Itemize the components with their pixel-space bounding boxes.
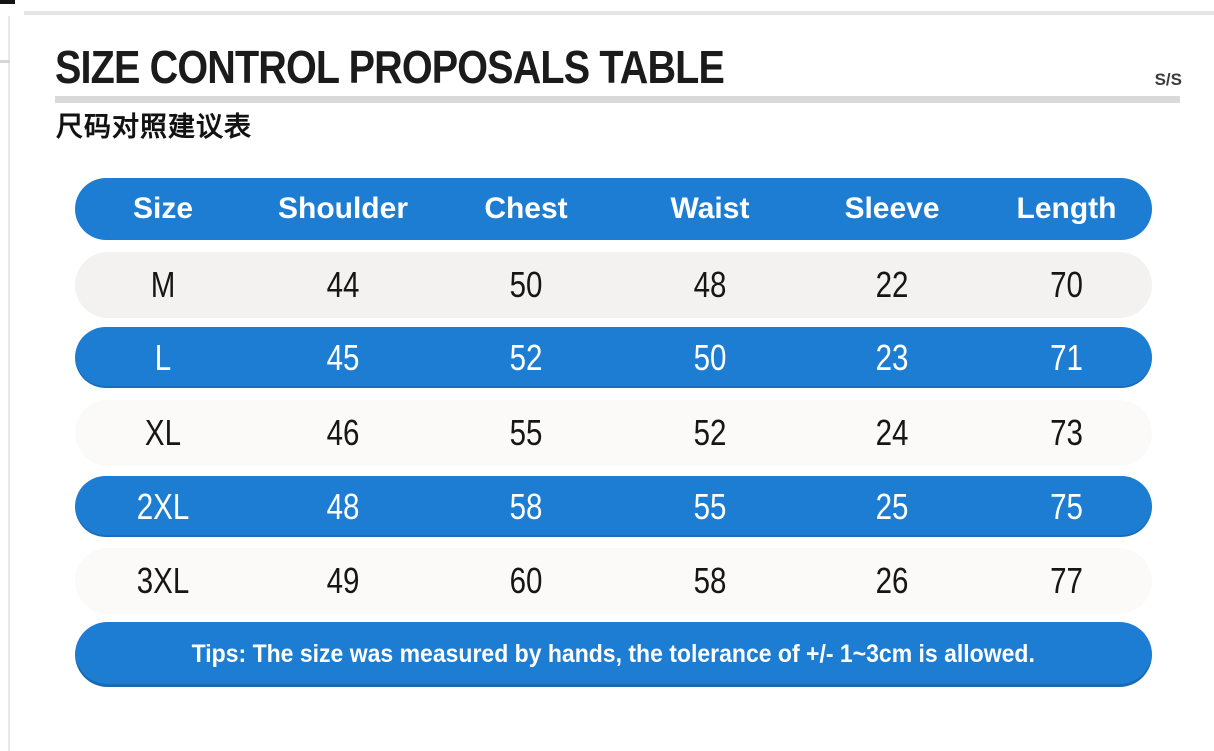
- cell-length: 71: [1050, 336, 1083, 378]
- tips-bar: Tips: The size was measured by hands, th…: [75, 622, 1152, 687]
- table-header-row: Size Shoulder Chest Waist Sleeve Length: [75, 178, 1152, 240]
- table-row-2xl: 2XL 48 58 55 25 75: [75, 476, 1152, 537]
- cell-sleeve: 24: [875, 412, 909, 453]
- crop-artifact-small-dash: [0, 60, 10, 63]
- cell-waist: 55: [693, 485, 727, 527]
- cell-chest: 58: [509, 485, 543, 527]
- table-row-m: M 44 50 48 22 70: [75, 252, 1152, 318]
- cell-shoulder: 49: [326, 560, 360, 601]
- cell-chest: 52: [509, 336, 543, 378]
- cell-chest: 60: [509, 560, 543, 601]
- header-cell-waist: Waist: [670, 192, 750, 225]
- table-row-3xl: 3XL 49 60 58 26 77: [75, 548, 1152, 614]
- cell-waist: 48: [693, 264, 727, 305]
- cell-sleeve: 22: [875, 264, 909, 305]
- tips-text: Tips: The size was measured by hands, th…: [191, 640, 1036, 668]
- header-cell-sleeve: Sleeve: [844, 192, 940, 225]
- header-cell-chest: Chest: [484, 192, 568, 225]
- cell-shoulder: 45: [326, 336, 360, 378]
- table-row-xl: XL 46 55 52 24 73: [75, 400, 1152, 466]
- cell-length: 70: [1050, 264, 1083, 305]
- cell-waist: 52: [693, 412, 727, 453]
- cell-size: M: [150, 264, 176, 305]
- size-table: Size Shoulder Chest Waist Sleeve Length …: [75, 0, 1152, 751]
- cell-sleeve: 23: [875, 336, 909, 378]
- page-title: SIZE CONTROL PROPOSALS TABLE: [55, 41, 725, 93]
- cell-shoulder: 44: [326, 264, 360, 305]
- cell-size: 2XL: [136, 485, 190, 527]
- cell-waist: 58: [693, 560, 727, 601]
- header-cell-shoulder: Shoulder: [277, 192, 408, 225]
- header-cell-size: Size: [132, 192, 194, 225]
- cell-waist: 50: [693, 336, 727, 378]
- crop-artifact-top-line: [24, 11, 1214, 15]
- cell-chest: 55: [509, 412, 543, 453]
- crop-artifact-left-line: [8, 16, 10, 751]
- season-label: S/S: [1154, 70, 1182, 89]
- cell-shoulder: 46: [326, 412, 360, 453]
- table-row-l: L 45 52 50 23 71: [75, 327, 1152, 388]
- cell-length: 77: [1050, 560, 1083, 601]
- cell-chest: 50: [509, 264, 543, 305]
- cell-length: 73: [1050, 412, 1083, 453]
- cell-size: 3XL: [136, 560, 190, 601]
- cell-sleeve: 26: [875, 560, 909, 601]
- cell-shoulder: 48: [326, 485, 360, 527]
- title-underline: [55, 96, 1180, 103]
- crop-artifact-corner-dash: [0, 0, 15, 4]
- cell-length: 75: [1050, 485, 1083, 527]
- header-cell-length: Length: [1016, 192, 1117, 225]
- cell-sleeve: 25: [875, 485, 909, 527]
- cell-size: L: [154, 336, 172, 378]
- subtitle-chinese: 尺码对照建议表: [56, 112, 252, 142]
- cell-size: XL: [144, 412, 182, 453]
